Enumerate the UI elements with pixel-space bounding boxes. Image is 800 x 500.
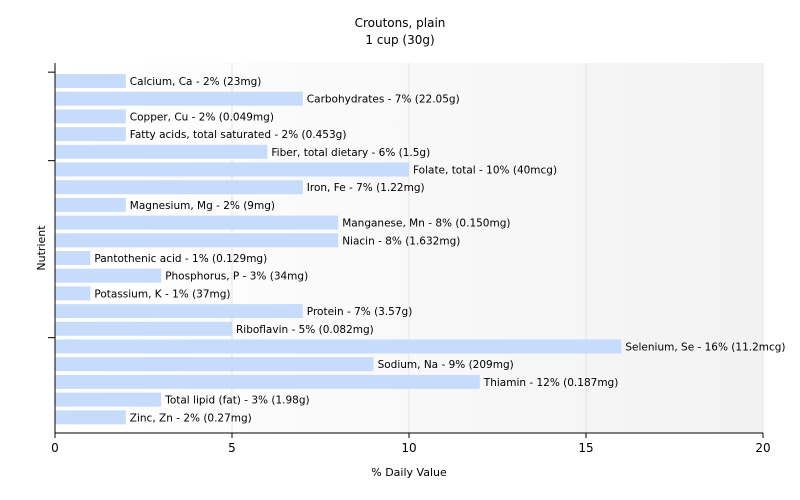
- bar: [55, 410, 126, 425]
- bar: [55, 392, 162, 407]
- bar: [55, 321, 232, 336]
- chart-title: Croutons, plain: [355, 16, 446, 30]
- bar-value-label: Total lipid (fat) - 3% (1.98g): [164, 395, 309, 407]
- bar: [55, 91, 303, 106]
- chart-subtitle: 1 cup (30g): [365, 33, 434, 47]
- bar: [55, 215, 339, 230]
- bar-value-label: Manganese, Mn - 8% (0.150mg): [342, 218, 510, 230]
- bar-value-label: Sodium, Na - 9% (209mg): [378, 359, 514, 371]
- bar-value-label: Phosphorus, P - 3% (34mg): [165, 271, 308, 283]
- bar-value-label: Fiber, total dietary - 6% (1.5g): [271, 147, 430, 159]
- bar-value-label: Iron, Fe - 7% (1.22mg): [307, 182, 425, 194]
- bar-value-label: Magnesium, Mg - 2% (9mg): [130, 200, 275, 212]
- x-tick-label: 5: [228, 441, 236, 455]
- bar-value-label: Thiamin - 12% (0.187mg): [483, 377, 619, 389]
- bar-value-label: Potassium, K - 1% (37mg): [94, 288, 230, 300]
- x-tick-label: 15: [578, 441, 593, 455]
- x-tick-label: 0: [51, 441, 59, 455]
- bar: [55, 127, 126, 142]
- bar-value-label: Riboflavin - 5% (0.082mg): [236, 324, 374, 336]
- bar: [55, 251, 91, 265]
- bar-value-label: Calcium, Ca - 2% (23mg): [130, 76, 262, 88]
- bar-value-label: Folate, total - 10% (40mcg): [413, 165, 557, 177]
- x-tick-label: 10: [401, 441, 416, 455]
- bar: [55, 233, 339, 248]
- bar: [55, 374, 480, 389]
- bar: [55, 357, 374, 372]
- bar: [55, 180, 303, 195]
- axes: 0 5 10 15 20: [48, 63, 771, 455]
- bar-value-label: Copper, Cu - 2% (0.049mg): [130, 111, 274, 123]
- bar-value-label: Selenium, Se - 16% (11.2mcg): [625, 342, 785, 354]
- bar: [55, 268, 162, 283]
- bars: Calcium, Ca - 2% (23mg) Carbohydrates - 7…: [55, 74, 786, 425]
- bar: [55, 286, 91, 301]
- bar: [55, 109, 126, 124]
- bar: [55, 162, 409, 177]
- bar-value-label: Protein - 7% (3.57g): [307, 306, 413, 318]
- x-tick-label: 20: [755, 441, 770, 455]
- bar-value-label: Carbohydrates - 7% (22.05g): [307, 94, 460, 106]
- y-axis-label: Nutrient: [35, 225, 48, 271]
- bar: [55, 197, 126, 212]
- bar-value-label: Pantothenic acid - 1% (0.129mg): [94, 253, 267, 265]
- bar: [55, 144, 268, 159]
- bar-value-label: Zinc, Zn - 2% (0.27mg): [130, 412, 252, 424]
- x-axis-label: % Daily Value: [371, 466, 447, 479]
- bar: [55, 339, 622, 354]
- bar: [55, 74, 126, 88]
- bar-value-label: Fatty acids, total saturated - 2% (0.453…: [130, 129, 347, 141]
- gridlines: [231, 63, 764, 433]
- bar-value-label: Niacin - 8% (1.632mg): [342, 235, 460, 247]
- bar: [55, 304, 303, 319]
